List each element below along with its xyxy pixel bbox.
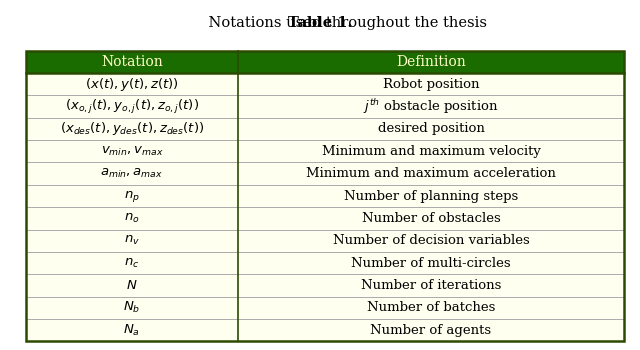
- Bar: [26, 118, 624, 140]
- Text: Minimum and maximum velocity: Minimum and maximum velocity: [321, 145, 540, 158]
- Text: $v_{min}, v_{max}$: $v_{min}, v_{max}$: [100, 145, 163, 158]
- Text: Robot position: Robot position: [383, 78, 479, 91]
- Bar: [26, 96, 624, 118]
- Bar: [26, 207, 624, 230]
- Text: $n_p$: $n_p$: [124, 189, 140, 203]
- Text: $n_v$: $n_v$: [124, 234, 140, 247]
- Text: $N_a$: $N_a$: [124, 323, 140, 338]
- Text: Number of planning steps: Number of planning steps: [344, 189, 518, 203]
- Text: desired position: desired position: [378, 122, 484, 135]
- Text: Number of decision variables: Number of decision variables: [333, 234, 529, 247]
- Bar: [26, 51, 624, 341]
- Text: $n_o$: $n_o$: [124, 212, 140, 225]
- Bar: [26, 73, 624, 96]
- Text: $(x(t), y(t), z(t))$: $(x(t), y(t), z(t))$: [85, 76, 179, 93]
- Text: Number of multi-circles: Number of multi-circles: [351, 257, 511, 270]
- Bar: [238, 51, 624, 73]
- Bar: [26, 252, 624, 274]
- Bar: [26, 51, 238, 73]
- Text: Definition: Definition: [396, 55, 466, 69]
- Text: Notations used throughout the thesis: Notations used throughout the thesis: [153, 16, 487, 30]
- Text: $N_b$: $N_b$: [123, 300, 141, 315]
- Bar: [26, 296, 624, 319]
- Bar: [26, 274, 624, 296]
- Bar: [26, 162, 624, 185]
- Text: $j^{th}$ obstacle position: $j^{th}$ obstacle position: [363, 97, 499, 116]
- Bar: [26, 185, 624, 207]
- Text: Notation: Notation: [101, 55, 163, 69]
- Text: $(x_{des}(t), y_{des}(t), z_{des}(t))$: $(x_{des}(t), y_{des}(t), z_{des}(t))$: [60, 120, 204, 138]
- Text: Number of iterations: Number of iterations: [361, 279, 501, 292]
- Text: $a_{min}, a_{max}$: $a_{min}, a_{max}$: [100, 167, 163, 180]
- Text: Number of obstacles: Number of obstacles: [362, 212, 500, 225]
- Text: Number of batches: Number of batches: [367, 301, 495, 314]
- Text: Minimum and maximum acceleration: Minimum and maximum acceleration: [306, 167, 556, 180]
- Bar: [26, 140, 624, 162]
- Text: Table 1.: Table 1.: [288, 16, 352, 30]
- Bar: [26, 319, 624, 341]
- Bar: [26, 230, 624, 252]
- Text: Number of agents: Number of agents: [371, 324, 492, 337]
- Text: $n_c$: $n_c$: [124, 257, 140, 270]
- Text: $N$: $N$: [126, 279, 138, 292]
- Text: $(x_{o,j}(t), y_{o,j}(t), z_{o,j}(t))$: $(x_{o,j}(t), y_{o,j}(t), z_{o,j}(t))$: [65, 98, 199, 116]
